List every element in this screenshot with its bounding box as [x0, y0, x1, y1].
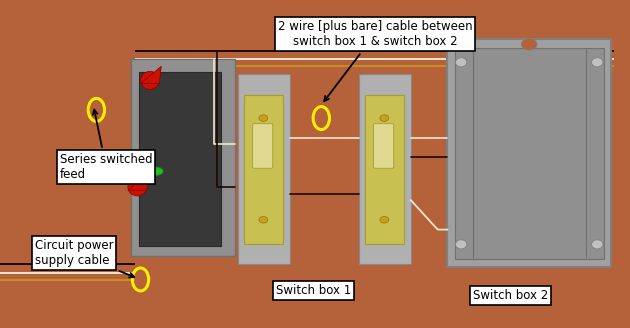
Ellipse shape: [521, 39, 537, 50]
Ellipse shape: [592, 240, 603, 249]
Ellipse shape: [259, 216, 268, 223]
Ellipse shape: [128, 178, 147, 196]
Bar: [131, 59, 235, 256]
Ellipse shape: [380, 115, 389, 121]
Bar: [365, 95, 404, 244]
Text: Switch box 2: Switch box 2: [472, 289, 548, 302]
Ellipse shape: [148, 167, 163, 175]
Ellipse shape: [592, 58, 603, 67]
Bar: [455, 48, 604, 259]
Ellipse shape: [259, 115, 268, 121]
FancyBboxPatch shape: [374, 124, 394, 168]
Bar: [244, 95, 283, 244]
Text: Switch box 1: Switch box 1: [276, 284, 352, 297]
Bar: [447, 39, 611, 267]
Text: Series switched
feed: Series switched feed: [60, 110, 152, 181]
Polygon shape: [140, 66, 161, 84]
Ellipse shape: [140, 71, 159, 89]
Ellipse shape: [455, 58, 467, 67]
Ellipse shape: [455, 240, 467, 249]
Text: Circuit power
supply cable: Circuit power supply cable: [35, 238, 134, 277]
Text: 2 wire [plus bare] cable between
switch box 1 & switch box 2: 2 wire [plus bare] cable between switch …: [278, 20, 472, 101]
Bar: [359, 74, 411, 264]
Bar: [139, 72, 220, 246]
Ellipse shape: [380, 216, 389, 223]
FancyBboxPatch shape: [253, 124, 273, 168]
Bar: [238, 74, 290, 264]
Polygon shape: [128, 173, 149, 190]
